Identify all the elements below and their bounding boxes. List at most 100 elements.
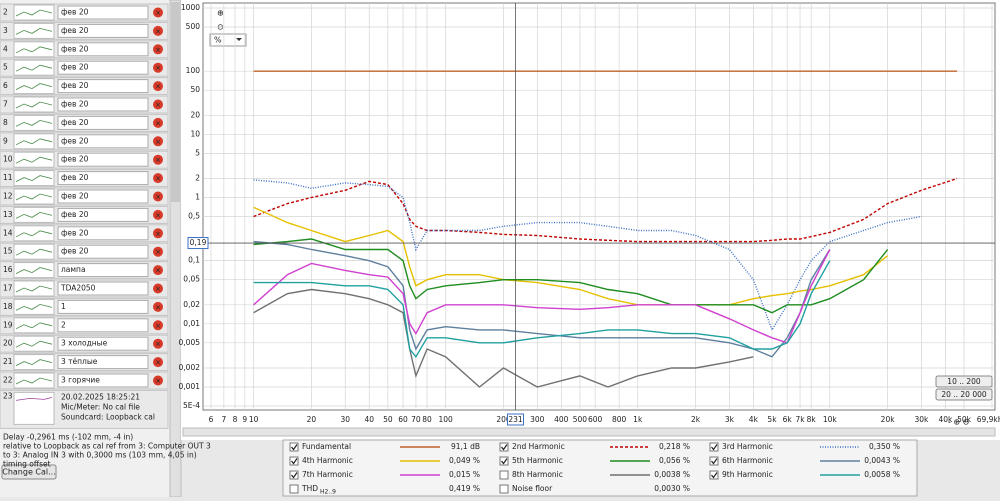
legend-checkbox[interactable] bbox=[709, 442, 719, 452]
name-field[interactable] bbox=[57, 373, 149, 388]
bottom-zoom[interactable]: - ⊕ ⊖ bbox=[948, 418, 969, 427]
name-field[interactable] bbox=[57, 115, 149, 130]
remove-button[interactable] bbox=[153, 44, 163, 55]
remove-button[interactable] bbox=[153, 228, 163, 239]
name-field[interactable] bbox=[57, 42, 149, 57]
row-number: 20 bbox=[3, 339, 13, 348]
name-field[interactable] bbox=[57, 171, 149, 186]
remove-button[interactable] bbox=[153, 62, 163, 73]
remove-button[interactable] bbox=[153, 301, 163, 312]
thumbnail bbox=[13, 298, 55, 315]
thumbnail bbox=[13, 133, 55, 150]
legend-reading: 0,350 % bbox=[869, 442, 900, 451]
remove-button[interactable] bbox=[153, 117, 163, 128]
legend-checkbox[interactable] bbox=[289, 470, 299, 480]
remove-x: × bbox=[155, 46, 161, 54]
remove-button[interactable] bbox=[153, 246, 163, 257]
name-field[interactable] bbox=[57, 5, 149, 20]
name-field[interactable] bbox=[57, 263, 149, 278]
h-scrollbar[interactable] bbox=[182, 427, 996, 437]
change-cal-button[interactable] bbox=[1, 464, 57, 480]
legend-reading: 0,0038 % bbox=[654, 470, 690, 479]
legend-checkbox[interactable] bbox=[709, 456, 719, 466]
remove-button[interactable] bbox=[153, 81, 163, 92]
delay-note: relative to Loopback as cal ref from 3: … bbox=[3, 441, 211, 450]
x-tick-label: 5k bbox=[767, 415, 777, 424]
legend-checkbox[interactable] bbox=[499, 470, 509, 480]
remove-x: × bbox=[155, 193, 161, 201]
legend-checkbox[interactable] bbox=[499, 484, 509, 494]
name-field[interactable] bbox=[57, 244, 149, 259]
remove-button[interactable] bbox=[153, 265, 163, 276]
remove-button[interactable] bbox=[153, 154, 163, 165]
unit-select[interactable] bbox=[209, 33, 247, 47]
legend-checkbox[interactable] bbox=[709, 470, 719, 480]
name-field[interactable] bbox=[57, 97, 149, 112]
remove-button[interactable] bbox=[153, 191, 163, 202]
remove-x: × bbox=[155, 267, 161, 275]
remove-button[interactable] bbox=[153, 357, 163, 368]
row-number: 3 bbox=[3, 26, 8, 35]
y-tick-label: 20 bbox=[190, 110, 200, 119]
remove-button[interactable] bbox=[153, 209, 163, 220]
legend-checkbox[interactable] bbox=[499, 442, 509, 452]
x-tick-label: 30 bbox=[340, 415, 350, 424]
remove-button[interactable] bbox=[153, 375, 163, 386]
name-field[interactable] bbox=[57, 207, 149, 222]
thumbnail bbox=[13, 114, 55, 131]
x-tick-label: 30k bbox=[914, 415, 929, 424]
name-field[interactable] bbox=[57, 152, 149, 167]
remove-button[interactable] bbox=[153, 320, 163, 331]
name-field[interactable] bbox=[57, 60, 149, 75]
name-field[interactable] bbox=[57, 134, 149, 149]
remove-button[interactable] bbox=[153, 7, 163, 18]
name-field[interactable] bbox=[57, 355, 149, 370]
thumbnail-curve bbox=[15, 322, 53, 330]
name-field[interactable] bbox=[57, 299, 149, 314]
name-field[interactable] bbox=[57, 189, 149, 204]
thumbnail bbox=[13, 262, 55, 279]
thumbnail-curve bbox=[15, 175, 53, 182]
remove-button[interactable] bbox=[153, 283, 163, 294]
legend-name: 4th Harmonic bbox=[302, 456, 353, 465]
name-field[interactable] bbox=[57, 318, 149, 333]
range-button[interactable] bbox=[935, 388, 993, 401]
legend-checkmark bbox=[711, 444, 718, 451]
name-field[interactable] bbox=[57, 226, 149, 241]
legend-reading: 91,1 dB bbox=[451, 442, 480, 451]
thumbnail-curve bbox=[15, 397, 53, 401]
x-tick-label: 8 bbox=[233, 415, 238, 424]
series-line bbox=[253, 206, 889, 306]
remove-button[interactable] bbox=[153, 338, 163, 349]
legend-checkmark bbox=[291, 458, 298, 465]
legend-checkbox[interactable] bbox=[289, 484, 299, 494]
remove-x: × bbox=[155, 211, 161, 219]
thumbnail-curve bbox=[15, 119, 53, 127]
legend-checkbox[interactable] bbox=[289, 442, 299, 452]
legend-checkbox[interactable] bbox=[289, 456, 299, 466]
cursor-x-box bbox=[507, 413, 525, 426]
scroll-thumb[interactable] bbox=[171, 2, 180, 202]
measurement-name: фев 20 bbox=[61, 44, 89, 53]
range-button[interactable] bbox=[935, 375, 993, 388]
name-field[interactable] bbox=[57, 336, 149, 351]
row-number: 5 bbox=[3, 63, 8, 72]
x-tick-label: 400 bbox=[554, 415, 569, 424]
x-tick-label: 4k bbox=[749, 415, 759, 424]
remove-button[interactable] bbox=[153, 25, 163, 36]
dropdown-arrow bbox=[236, 38, 242, 41]
name-field[interactable] bbox=[57, 281, 149, 296]
y-tick-label: 0,001 bbox=[179, 382, 201, 391]
name-field[interactable] bbox=[57, 79, 149, 94]
remove-button[interactable] bbox=[153, 173, 163, 184]
row-number: 9 bbox=[3, 136, 8, 145]
remove-button[interactable] bbox=[153, 136, 163, 147]
remove-button[interactable] bbox=[153, 99, 163, 110]
zoom-in[interactable]: ⊕ bbox=[217, 9, 224, 18]
name-field[interactable] bbox=[57, 23, 149, 38]
thumbnail-curve bbox=[15, 9, 53, 17]
legend-checkmark bbox=[291, 472, 298, 479]
thumbnail-curve bbox=[15, 211, 53, 219]
legend-checkbox[interactable] bbox=[499, 456, 509, 466]
x-tick-label: 50k bbox=[957, 415, 972, 424]
